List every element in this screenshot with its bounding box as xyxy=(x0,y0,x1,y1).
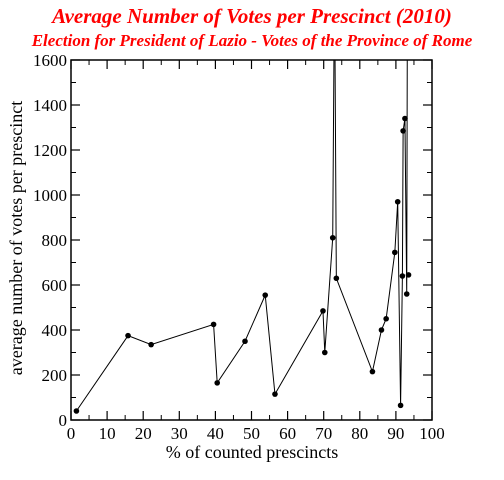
data-point xyxy=(262,292,269,298)
data-point xyxy=(329,234,336,241)
y-tick-label: 400 xyxy=(42,321,68,340)
plot-area: 0 10 20 30 40 50 60 70 80 90 100020040060080010001… xyxy=(33,51,445,443)
y-tick-label: 200 xyxy=(42,366,68,385)
y-tick-label: 0 xyxy=(59,411,68,430)
x-tick-label: 100 xyxy=(419,424,445,443)
y-tick-label: 1400 xyxy=(33,96,67,115)
data-point xyxy=(210,321,217,328)
data-point xyxy=(403,291,410,297)
data-point xyxy=(148,341,154,348)
x-tick-label: 40 xyxy=(207,424,224,443)
data-point xyxy=(378,327,385,333)
x-tick-label: 30 xyxy=(171,424,188,443)
data-point xyxy=(405,272,412,278)
chart-title: Average Number of Votes per Prescinct (2… xyxy=(52,4,452,28)
data-point xyxy=(272,391,278,397)
data-point xyxy=(369,368,376,375)
y-axis-label: average number of votes per prescinct xyxy=(6,101,26,375)
data-point xyxy=(214,380,221,386)
x-tick-label: 70 xyxy=(315,424,332,443)
chart-subtitle: Election for President of Lazio - Votes … xyxy=(31,31,473,50)
y-tick-label: 1600 xyxy=(33,51,67,70)
data-point xyxy=(402,115,408,122)
data-point xyxy=(394,198,401,205)
x-tick-label: 20 xyxy=(135,424,152,443)
data-point xyxy=(397,402,404,409)
data-point xyxy=(392,249,398,256)
x-tick-label: 60 xyxy=(279,424,296,443)
x-tick-label: 0 xyxy=(67,424,76,443)
y-tick-label: 600 xyxy=(42,276,68,295)
y-tick-label: 800 xyxy=(42,231,68,250)
plot-frame xyxy=(70,59,433,421)
data-point xyxy=(333,275,340,282)
data-point xyxy=(73,408,80,414)
data-point xyxy=(125,332,131,339)
y-tick-label: 1200 xyxy=(33,141,67,160)
data-point xyxy=(400,128,406,134)
x-tick-label: 10 xyxy=(99,424,116,443)
data-point xyxy=(242,338,248,345)
y-tick-label: 1000 xyxy=(33,186,67,205)
x-tick-label: 90 xyxy=(387,424,404,443)
data-point xyxy=(321,349,328,356)
series-line xyxy=(76,60,408,412)
data-point xyxy=(383,315,389,322)
data-point xyxy=(399,273,406,279)
data-point xyxy=(320,308,326,314)
x-tick-label: 50 xyxy=(243,424,260,443)
x-tick-label: 80 xyxy=(351,424,368,443)
x-axis-label: % of counted prescincts xyxy=(166,442,338,462)
